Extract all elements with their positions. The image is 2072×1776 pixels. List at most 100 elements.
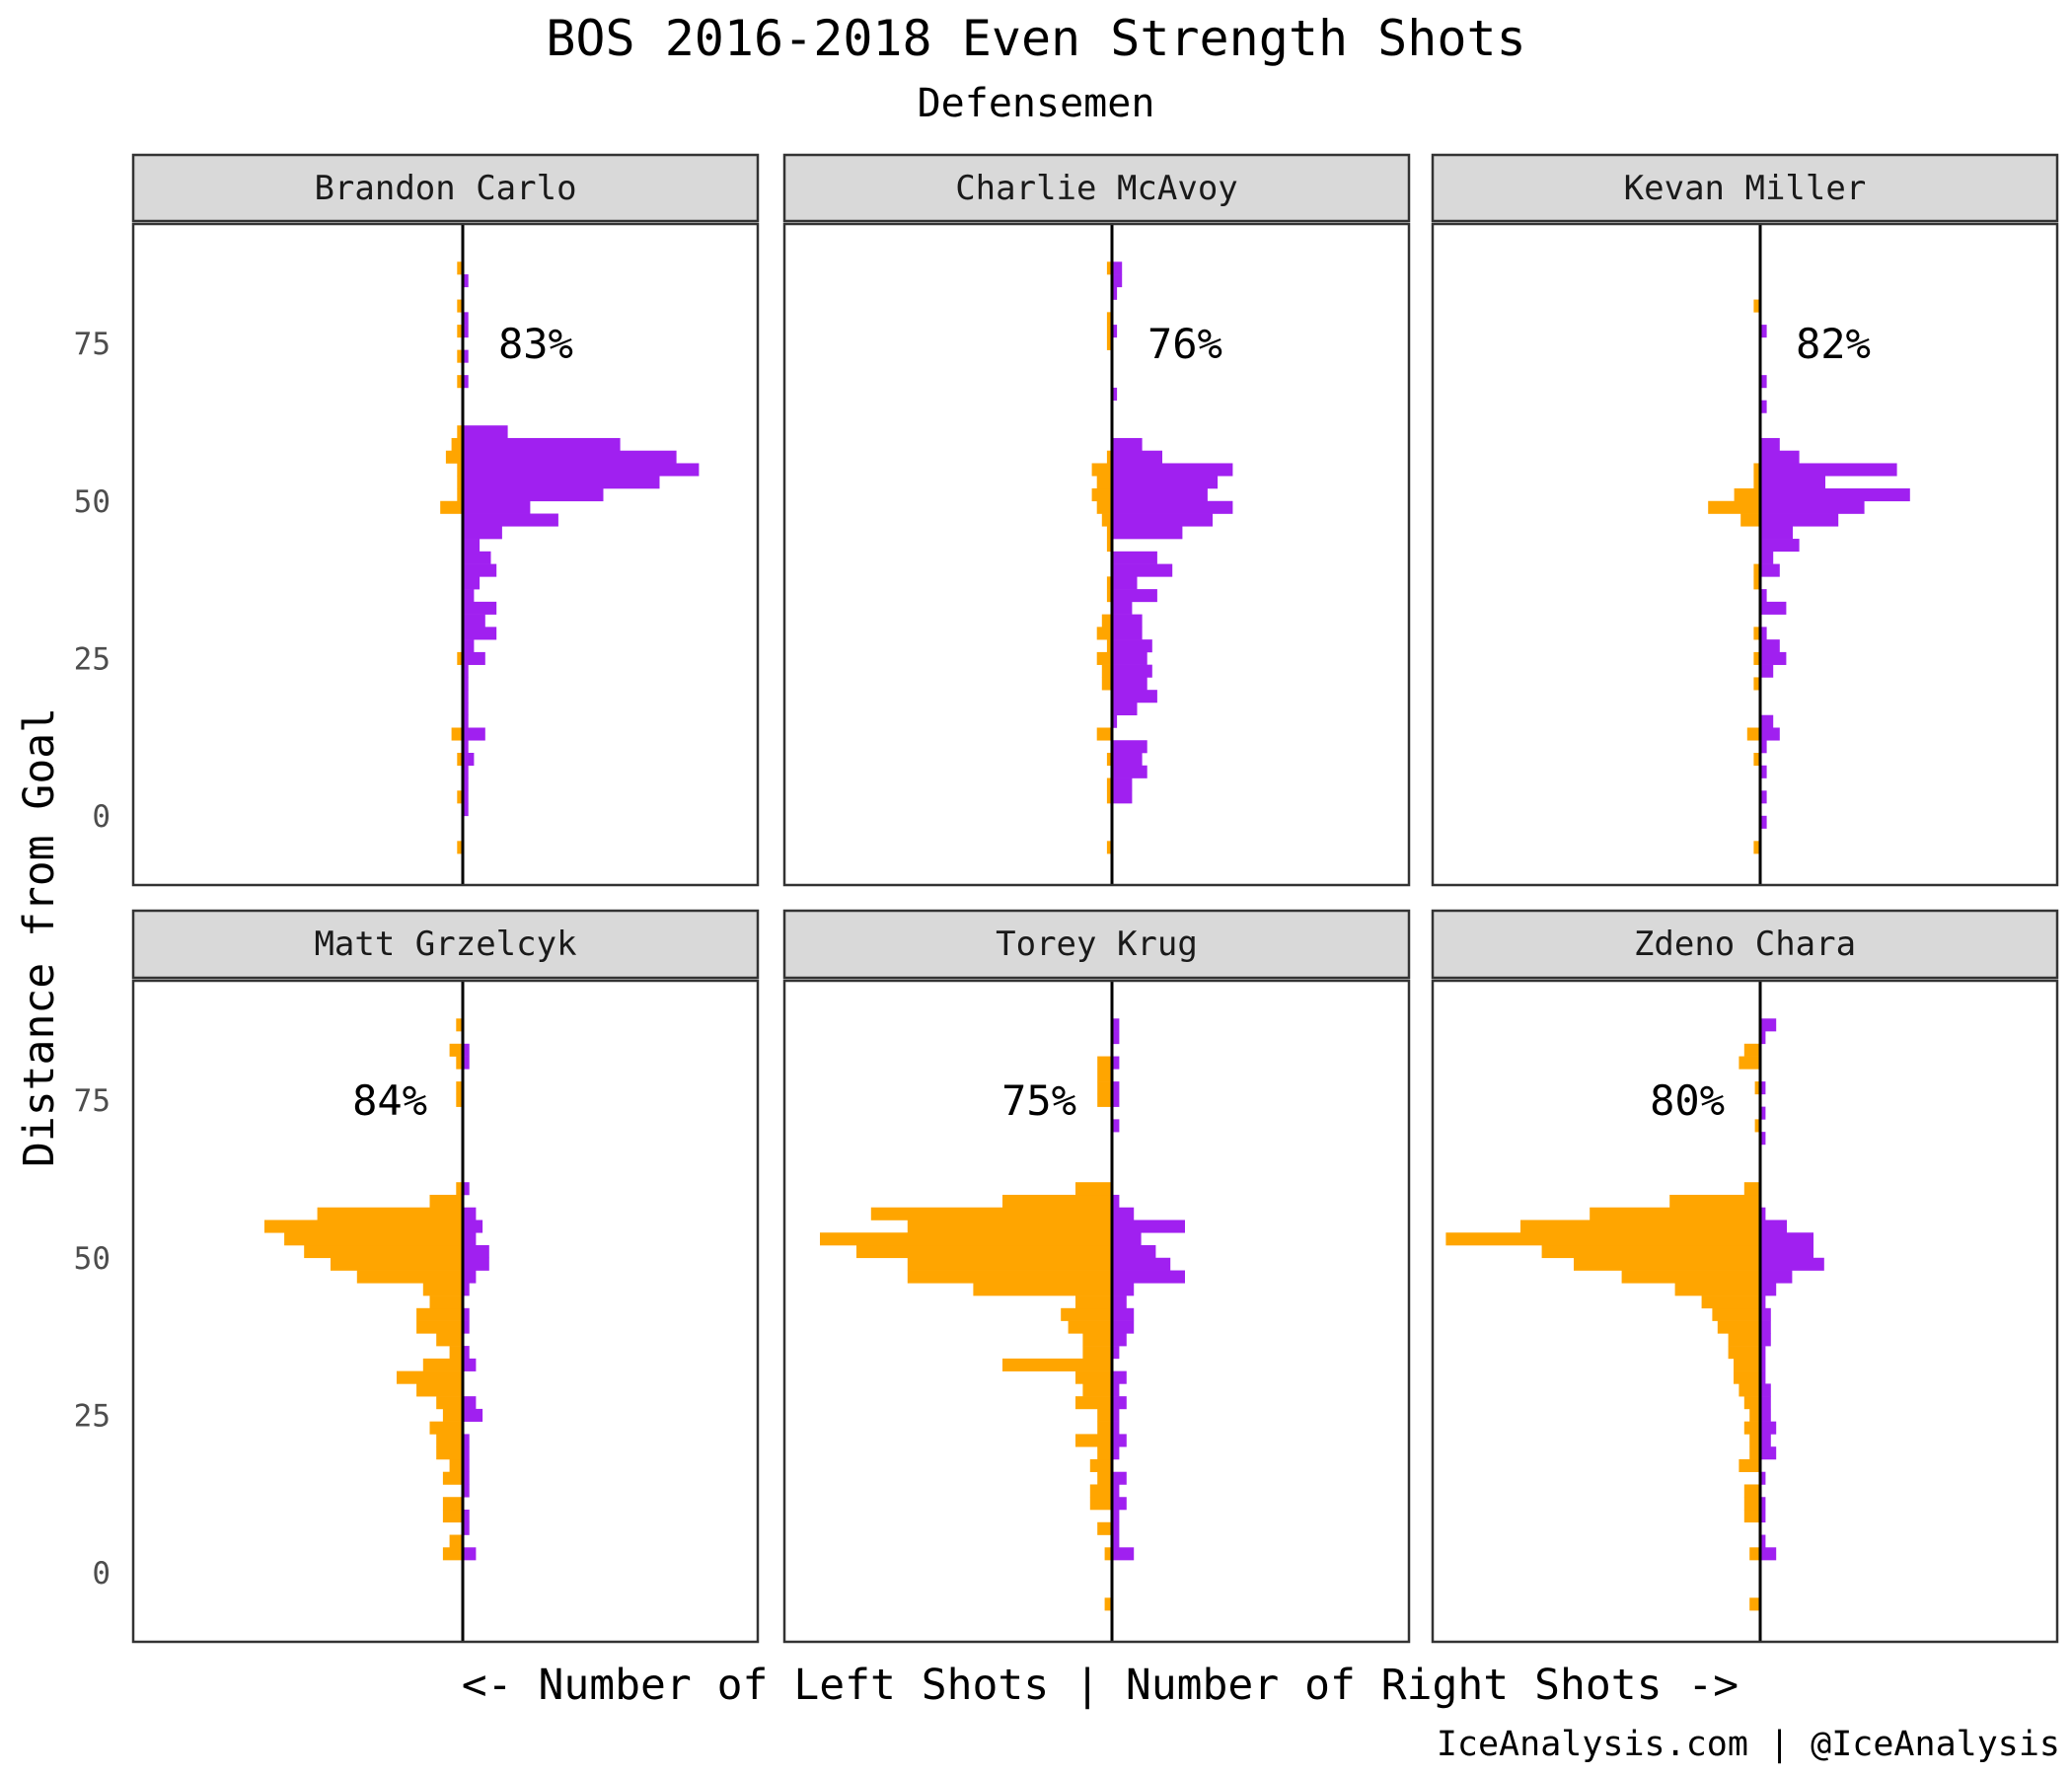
left-shots-bar [1590,1207,1760,1221]
left-shots-bar [1096,476,1112,489]
left-shots-bar [457,651,463,665]
right-shots-bar [1112,714,1118,728]
right-shots-bar [1112,1232,1142,1246]
left-shots-bar [317,1207,463,1221]
panel-strip-label: Kevan Miller [1624,169,1867,208]
left-shots-bar [1097,1408,1112,1422]
right-shots-bar [1760,1320,1771,1334]
left-shots-bar [1734,1358,1760,1371]
left-shots-bar [1743,1182,1760,1196]
left-shots-bar [1743,1497,1760,1511]
left-shots-bar [1520,1220,1760,1233]
right-shots-bar [1760,1220,1787,1233]
left-shots-bar [456,1182,463,1196]
right-shots-bar [463,1320,470,1334]
right-shots-bar [1760,627,1767,640]
right-shots-bar [1760,1106,1766,1120]
right-shots-bar [463,563,497,577]
left-shots-bar [1743,1510,1760,1523]
left-shots-bar [436,1446,463,1460]
left-shots-bar [1106,639,1112,653]
panel-strip-label: Brandon Carlo [314,169,576,208]
right-shots-bar [463,790,469,804]
left-shots-bar [1075,1295,1112,1309]
left-shots-bar [1574,1257,1760,1271]
left-shots-bar [907,1220,1112,1233]
right-shots-bar [1112,1056,1120,1070]
left-shots-bar [1701,1295,1760,1309]
left-shots-bar [1734,1370,1760,1384]
left-shots-bar [1106,539,1112,553]
left-shots-bar [1753,476,1760,489]
right-shots-bar [463,325,469,338]
left-shots-bar [1717,1320,1760,1334]
left-shots-bar [1096,727,1112,741]
left-shots-bar [284,1232,463,1246]
right-shots-bar [1760,1081,1766,1095]
right-shots-bar [1112,1346,1120,1360]
right-shots-bar [463,1510,470,1523]
right-shots-bar [1112,1534,1120,1548]
left-shots-bar [1089,1458,1112,1473]
right-shots-bar [463,1182,470,1196]
left-shots-bar [1743,1043,1760,1057]
left-shots-bar [1739,1056,1760,1070]
left-shots-bar [442,1510,463,1523]
left-shots-bar [1753,299,1760,313]
left-shots-bar [1082,1333,1112,1347]
left-shots-bar [1097,1056,1112,1070]
right-shots-bar [463,1283,470,1296]
right-shots-bar [463,765,469,778]
right-shots-bar [1112,500,1233,514]
right-shots-bar [463,476,660,489]
right-shots-bar [1112,639,1152,653]
left-shots-bar [1753,753,1760,767]
left-shots-bar [1445,1232,1760,1246]
right-shots-bar [1760,1283,1777,1296]
left-shots-bar [416,1320,463,1334]
right-shots-bar [1760,551,1774,564]
right-shots-bar [1112,1408,1120,1422]
left-shots-bar [451,727,463,741]
right-shots-bar [1112,387,1118,401]
right-shots-bar [463,690,469,703]
left-shots-bar [1669,1194,1760,1209]
right-shots-bar [1112,526,1183,540]
left-shots-bar [1739,1383,1760,1397]
left-shots-bar [1106,777,1112,791]
right-shots-bar [1760,1534,1766,1548]
right-shots-bar [1760,664,1774,678]
right-shots-bar [463,312,469,326]
left-shots-bar [1753,563,1760,577]
right-shots-bar [1760,1547,1777,1561]
right-shots-bar [463,1307,470,1321]
right-shots-bar [1112,1383,1120,1397]
right-shots-bar [1760,476,1825,489]
left-shots-bar [456,1018,463,1032]
right-shots-bar [463,450,677,464]
panel-border [131,979,760,1644]
right-shots-bar [1760,1295,1766,1309]
right-shots-bar [463,1446,470,1460]
panel-strip [131,909,760,980]
y-tick-label: 0 [92,799,111,835]
right-shots-bar [463,1396,477,1410]
right-shots-bar [1112,1220,1185,1233]
right-shots-bar [1112,1370,1127,1384]
right-shots-bar [1112,1207,1135,1221]
right-shots-bar [1760,463,1897,477]
right-shots-bar [463,1245,489,1259]
right-shots-bar [1760,1421,1777,1435]
left-shots-bar [1068,1320,1112,1334]
right-shots-bar [1112,790,1133,804]
left-shots-bar [449,1458,463,1473]
left-shots-bar [1749,1434,1760,1447]
left-shots-bar [442,1547,463,1561]
panel-strip [782,909,1411,980]
right-shots-bar [1760,1207,1766,1221]
left-shots-bar [1082,1383,1112,1397]
right-shots-bar [463,1547,477,1561]
left-shots-bar [1101,677,1112,691]
panel-strip [782,153,1411,223]
right-shots-bar [1760,1031,1766,1045]
